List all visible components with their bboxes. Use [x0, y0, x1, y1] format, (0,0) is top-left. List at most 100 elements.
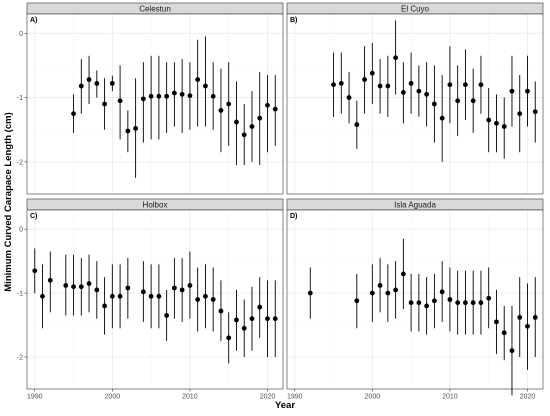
data-point [416, 300, 422, 306]
data-point [431, 101, 437, 107]
y-tick-label: 0 [19, 31, 23, 38]
data-point [257, 115, 263, 121]
facet-title: Celestun [139, 5, 171, 14]
data-point [195, 77, 201, 82]
data-point [125, 285, 131, 291]
y-tick-label: -1 [17, 291, 23, 298]
data-point [218, 308, 224, 314]
data-point [47, 277, 53, 283]
y-tick-label: -2 [17, 355, 23, 362]
facet-title: El Cuyo [401, 5, 430, 14]
data-point [203, 83, 208, 89]
data-point [494, 319, 499, 325]
x-tick-label: 1990 [287, 394, 303, 401]
data-point [125, 128, 131, 134]
data-point [187, 283, 193, 288]
data-point [164, 313, 170, 318]
data-point [338, 81, 344, 86]
data-point [486, 295, 492, 301]
data-point [272, 316, 278, 322]
data-point [195, 297, 201, 302]
panel-background [287, 210, 543, 389]
y-tick-label: 0 [19, 227, 23, 234]
data-point [117, 293, 123, 299]
facet-title: Isla Aguada [394, 201, 436, 210]
data-point [171, 90, 177, 96]
data-point [478, 82, 484, 88]
data-point [140, 96, 146, 102]
data-point [525, 323, 530, 329]
data-point [156, 93, 162, 99]
data-point [525, 88, 530, 94]
y-axis-title: Minimum Curved Carapace Length (cm) [3, 112, 14, 291]
data-point [470, 98, 476, 104]
data-point [455, 300, 461, 306]
data-point [109, 293, 115, 299]
data-point [226, 335, 232, 341]
data-point [447, 82, 453, 88]
data-point [377, 283, 383, 288]
data-point [463, 300, 468, 306]
data-point [455, 98, 461, 104]
x-tick-label: 2000 [365, 394, 381, 401]
data-point [272, 106, 278, 112]
data-point [71, 111, 76, 117]
y-tick-label: -2 [17, 159, 23, 166]
data-point [400, 90, 406, 95]
data-point [86, 281, 92, 286]
data-point [307, 290, 313, 296]
data-point [439, 115, 445, 121]
data-point [164, 93, 170, 99]
data-point [109, 81, 115, 86]
x-tick-label: 2020 [260, 394, 276, 401]
data-point [416, 88, 422, 94]
data-point [532, 315, 538, 320]
x-axis-title: Year [275, 400, 295, 411]
data-point [171, 285, 177, 291]
data-point [218, 108, 224, 113]
data-point [187, 93, 193, 99]
data-point [241, 132, 247, 138]
data-point [117, 98, 123, 104]
data-point [369, 70, 375, 76]
x-tick-label: 2000 [105, 394, 121, 401]
data-point [439, 289, 445, 295]
data-point [102, 101, 107, 107]
data-point [148, 293, 154, 299]
x-tick-label: 1990 [27, 394, 43, 401]
data-point [486, 117, 492, 123]
data-point [249, 316, 255, 322]
data-point [424, 91, 430, 97]
data-point [362, 77, 367, 82]
data-point [369, 290, 375, 296]
data-point [265, 316, 270, 322]
data-point [210, 93, 216, 99]
data-point [234, 317, 239, 323]
y-tick-label: -1 [17, 95, 23, 102]
data-point [470, 300, 476, 306]
data-point [393, 55, 399, 61]
data-point [210, 297, 216, 302]
data-point [354, 298, 360, 304]
panel-holbox: Holbox C) 0 -1 -2 1990 2000 2010 2020 [17, 198, 284, 401]
data-point [501, 330, 507, 336]
data-point [133, 126, 139, 131]
data-point [478, 300, 484, 306]
panel-background [287, 14, 543, 194]
panel-letter: D) [290, 213, 297, 220]
panel-border [26, 209, 284, 390]
data-point [265, 102, 270, 108]
panel-border [26, 13, 284, 195]
panel-background [27, 210, 283, 389]
data-point [40, 293, 45, 299]
data-point [63, 283, 69, 288]
data-point [393, 287, 399, 293]
data-point [408, 300, 414, 306]
data-point [385, 83, 391, 89]
panel-letter: A) [30, 17, 37, 24]
data-point [71, 284, 76, 290]
data-point [78, 83, 84, 89]
data-point [400, 271, 406, 277]
data-point [408, 81, 414, 86]
